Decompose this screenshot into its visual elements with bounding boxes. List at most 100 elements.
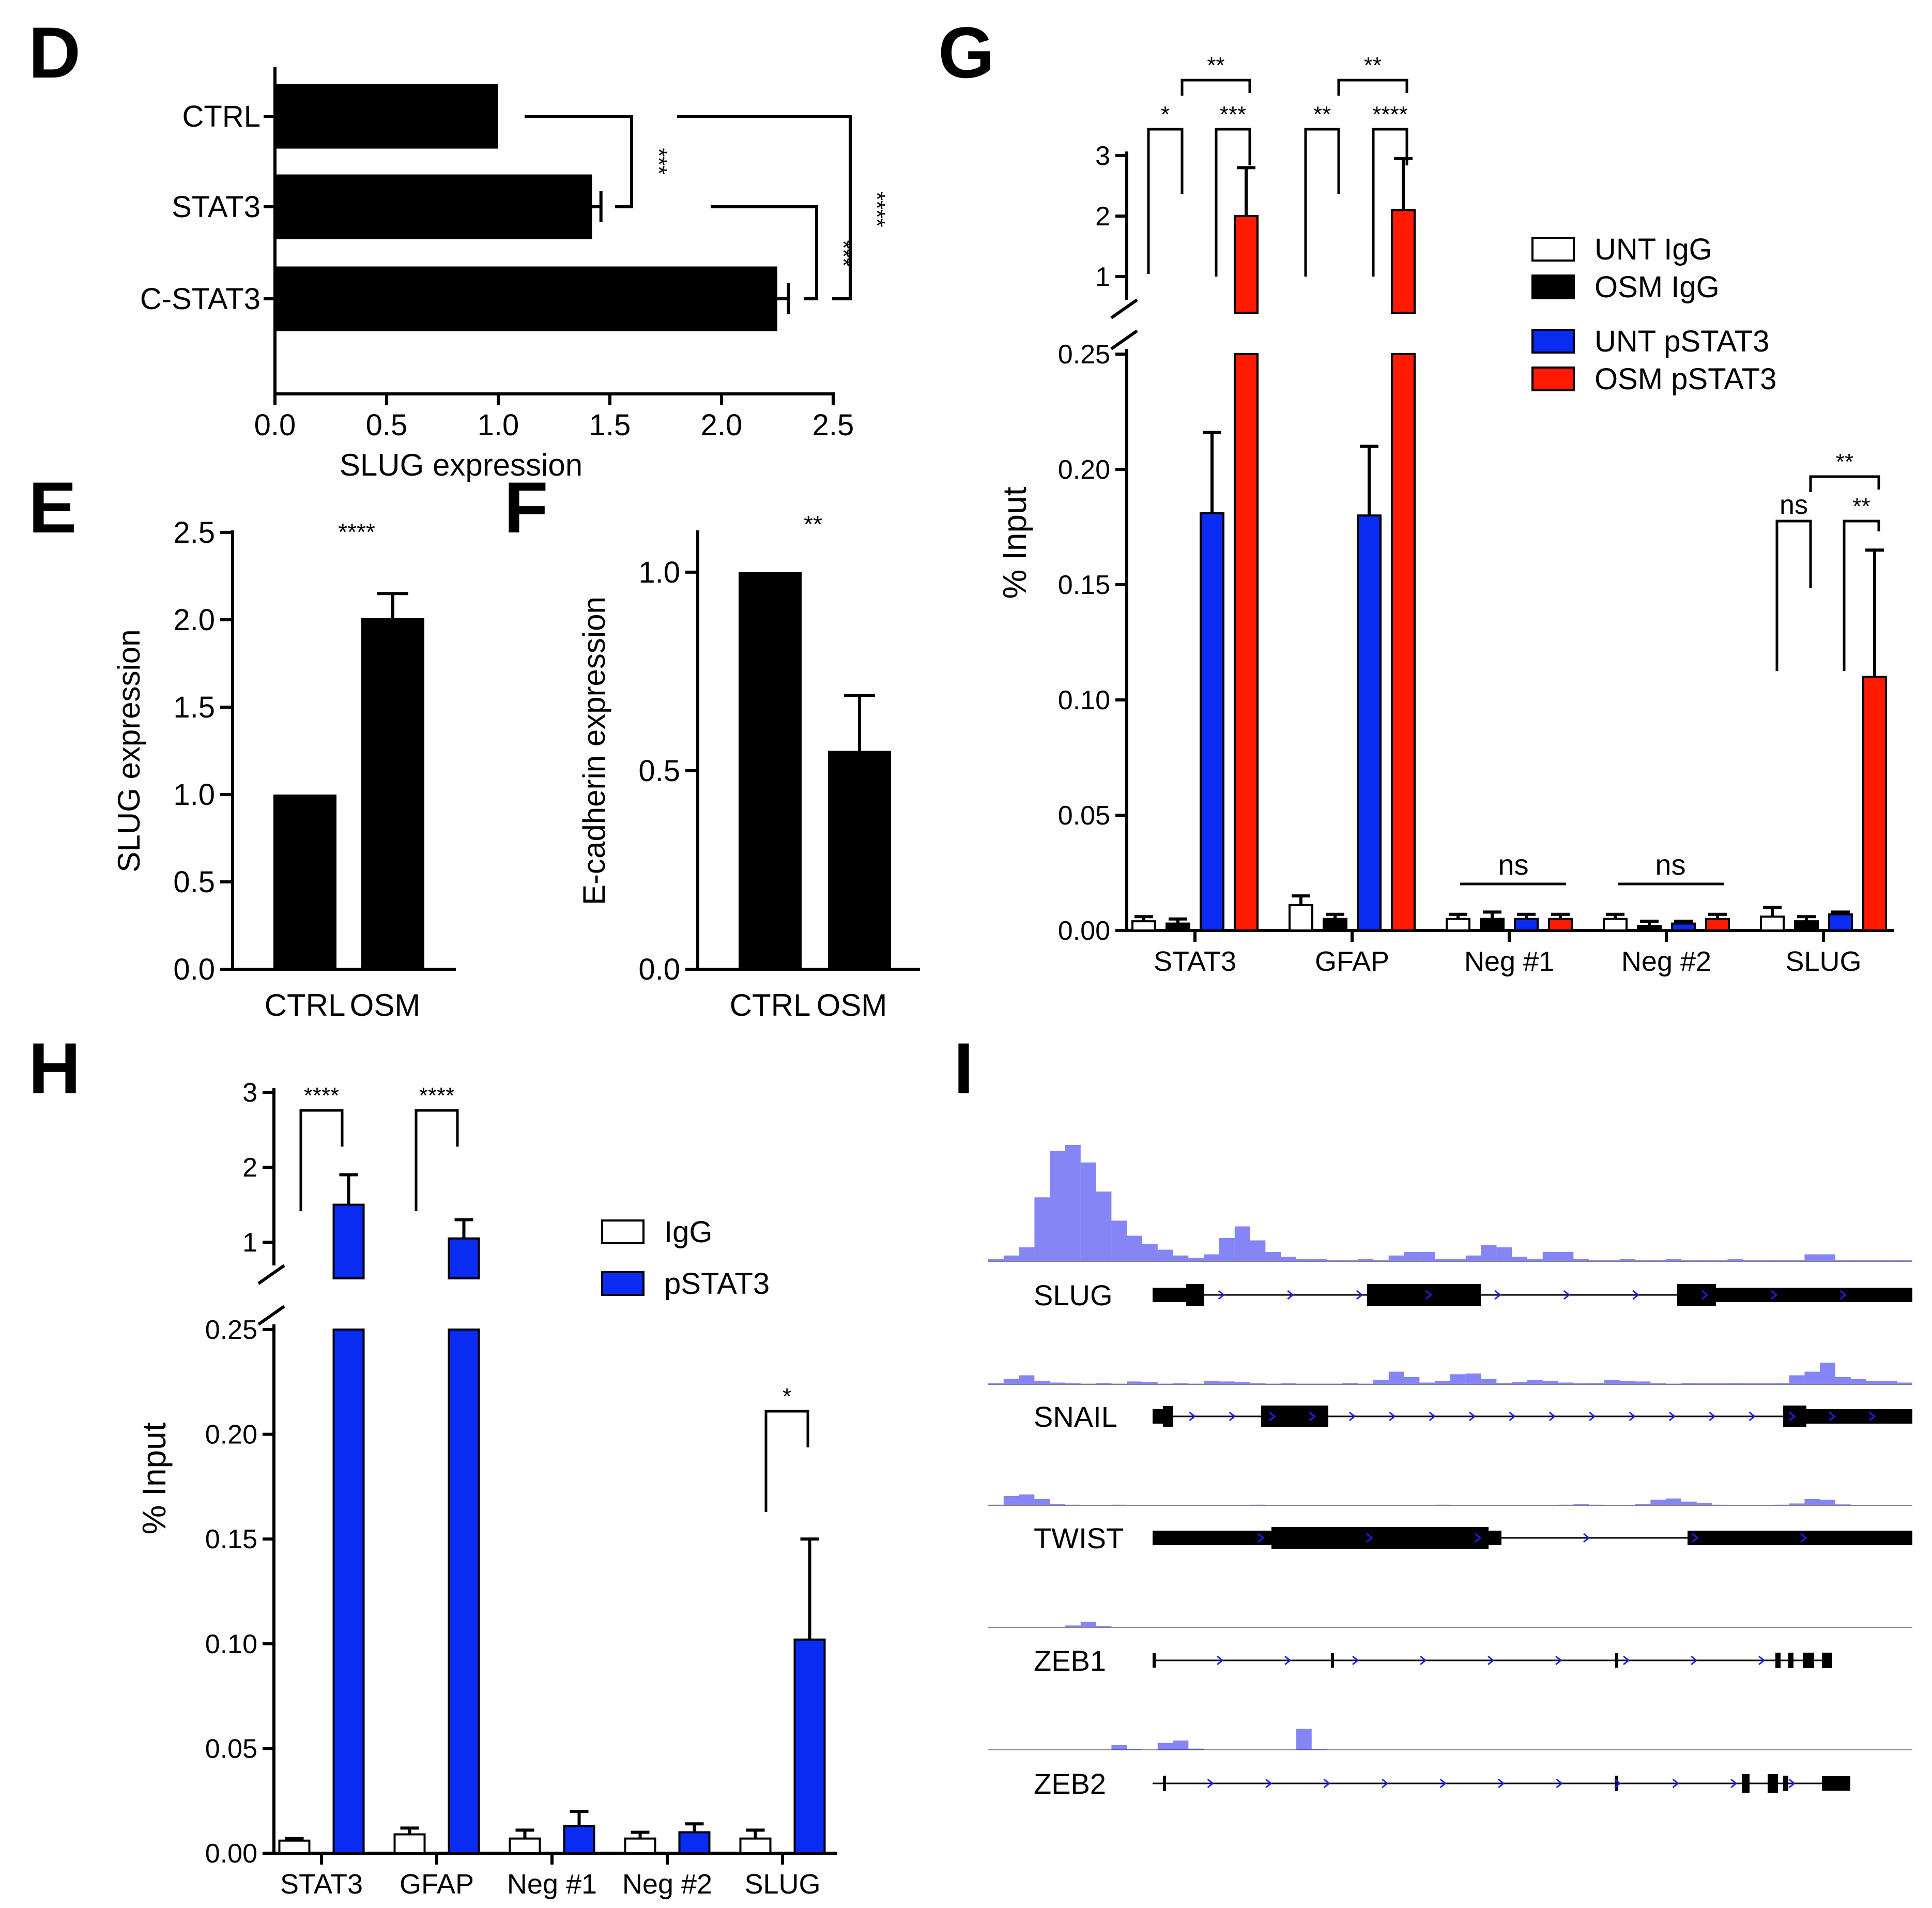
signal-bin — [1789, 1503, 1805, 1505]
x-tick-label: 2.5 — [812, 408, 854, 442]
sig-gfap-c — [1337, 79, 1408, 96]
strand-arrow — [1382, 1778, 1389, 1789]
strand-arrow — [1730, 1778, 1738, 1789]
y-tick-label: 0.05 — [205, 1734, 257, 1764]
gene-exon — [1489, 1531, 1501, 1545]
signal-bin — [1373, 1260, 1389, 1261]
strand-arrow — [1563, 1290, 1571, 1300]
chart-g: 0.00 0.05 0.10 0.15 0.20 0.25 1 2 3 % Input STAT3 G… — [996, 53, 1894, 977]
bar-unt-pstat3 — [1514, 918, 1539, 932]
significance-label: **** — [338, 518, 375, 545]
signal-bin — [1219, 1381, 1235, 1384]
signal-bin — [1804, 1371, 1820, 1384]
y-axis-title: % Input — [135, 1422, 173, 1534]
signal-bin — [1250, 1383, 1266, 1384]
track-slug: SLUG — [988, 1145, 1912, 1311]
bar — [361, 618, 424, 969]
gene-label: SLUG — [1034, 1279, 1113, 1311]
bar-unt-igg — [1131, 920, 1156, 932]
signal-bin — [1573, 1383, 1589, 1384]
panel-letter-d: D — [28, 12, 81, 93]
bar-osm-igg — [1637, 925, 1662, 932]
gene-exon — [1186, 1284, 1204, 1306]
bar-unt-igg — [1289, 904, 1313, 932]
gene-exon — [1822, 1653, 1832, 1668]
signal-bin — [1604, 1380, 1620, 1384]
strand-arrow — [1189, 1411, 1196, 1422]
x-tick-label: 1.0 — [478, 408, 519, 442]
y-tick-label: 3 — [1095, 141, 1110, 171]
strand-arrow — [1839, 1290, 1847, 1300]
bar-osm-pstat3 — [1705, 918, 1730, 932]
signal-bin — [1866, 1260, 1882, 1261]
sig-slug-label: * — [783, 1384, 791, 1409]
chart-e: 0.0 0.5 1.0 1.5 2.0 2.5 SLUG expression CTRL OSM… — [112, 516, 456, 1022]
signal-bin — [1696, 1503, 1712, 1505]
signal-bin — [1835, 1260, 1851, 1261]
signal-bin — [1296, 1729, 1312, 1750]
signal-bin — [1188, 1748, 1204, 1750]
track-zeb1: ZEB1 — [988, 1622, 1912, 1677]
bar — [273, 795, 336, 969]
signal-bin — [1404, 1377, 1420, 1384]
signal-bin — [1650, 1260, 1666, 1261]
strand-arrow — [1632, 1290, 1639, 1300]
sig-slug-b-label: ** — [1852, 494, 1870, 519]
signal-bin — [1835, 1504, 1851, 1505]
axis-break-mark — [257, 1264, 285, 1285]
signal-bin — [1281, 1257, 1296, 1261]
strand-arrow — [1692, 1533, 1699, 1543]
signal-bin — [1034, 1381, 1050, 1384]
panel-letter-i: I — [954, 1028, 974, 1109]
bar-osm-igg — [1166, 922, 1190, 932]
signal-bin — [1681, 1260, 1697, 1261]
sig-gfap-label: **** — [419, 1083, 455, 1108]
bar-igg — [624, 1837, 656, 1854]
y-tick-label: 0.10 — [1058, 685, 1110, 715]
signal-bin — [1573, 1504, 1589, 1505]
signal-bin — [1034, 1499, 1050, 1505]
bar-pstat3 — [563, 1825, 595, 1854]
strand-arrow — [1323, 1778, 1330, 1789]
signal-bin — [1696, 1383, 1712, 1384]
chart-h: 0.00 0.05 0.10 0.15 0.20 0.25 1 2 3 % Input STAT3 G… — [135, 1078, 837, 1900]
chart-f: 0.0 0.5 1.0 E-cadherin expression CTRL OSM ** — [577, 511, 920, 1022]
sig-gfap-c-label: ** — [1364, 53, 1382, 78]
legend-swatch — [601, 1219, 645, 1244]
bar — [275, 84, 498, 149]
signal-bin — [1850, 1379, 1866, 1384]
strand-arrow — [1218, 1290, 1225, 1300]
signal-bin — [1419, 1252, 1435, 1261]
signal-bin — [1712, 1383, 1728, 1384]
signal-bin — [1789, 1260, 1805, 1261]
bar-osm-pstat3-upper — [1391, 209, 1416, 314]
y-tick-label: 1.0 — [638, 556, 680, 589]
signal-bin — [1127, 1235, 1142, 1261]
signal-bin — [1111, 1220, 1127, 1261]
sig-slug-c — [1809, 475, 1880, 492]
chart-i: SLUG SNAIL TWIST ZEB1 ZEB2 — [988, 1145, 1912, 1800]
signal-bin — [1234, 1382, 1250, 1384]
strand-arrow — [1758, 1655, 1766, 1666]
y-tick-label: 1.5 — [173, 691, 215, 724]
y-tick-label: 0.5 — [638, 754, 680, 788]
signal-bin — [1727, 1383, 1743, 1384]
gene-exon — [1367, 1284, 1481, 1306]
signal-bin — [1635, 1504, 1651, 1505]
strand-arrow — [1366, 1533, 1373, 1543]
signal-bin — [1712, 1260, 1728, 1261]
signal-bin — [1465, 1255, 1481, 1261]
gene-label: ZEB1 — [1034, 1644, 1106, 1677]
strand-arrow — [1229, 1411, 1236, 1422]
bar-unt-pstat3 — [1671, 922, 1696, 932]
signal-bin — [1296, 1259, 1312, 1261]
strand-arrow — [1701, 1290, 1709, 1300]
signal-bin — [1881, 1260, 1897, 1261]
gene-label: ZEB2 — [1034, 1767, 1106, 1800]
signal-bin — [1666, 1498, 1681, 1505]
signal-bin — [1820, 1254, 1835, 1261]
sig-bracket-ctrl-stat3 — [525, 115, 633, 208]
signal-bin — [1388, 1371, 1404, 1384]
signal-bin — [1758, 1260, 1774, 1261]
